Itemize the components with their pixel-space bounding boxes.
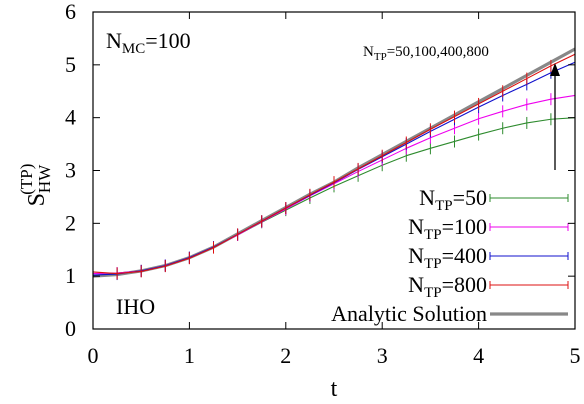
series-0 [92, 111, 576, 280]
legend-label: NTP=100 [408, 214, 487, 243]
series-3 [92, 48, 576, 280]
x-axis-label: t [331, 376, 338, 402]
chart-marks [92, 47, 576, 282]
y-label-base: S [24, 193, 50, 206]
legend-label: NTP=800 [408, 272, 487, 301]
y-axis-label: SHW(TP) [17, 164, 54, 207]
ntp-list-base: N [363, 44, 374, 60]
y-tick-label: 4 [65, 105, 76, 130]
y-tick-label: 0 [65, 316, 76, 341]
nmc-base: N [106, 28, 122, 53]
legend-label-analytic: Analytic Solution [331, 301, 487, 326]
ntp-list-rest: =50,100,400,800 [387, 44, 489, 60]
ntp-list-annotation: NTP=50,100,400,800 [363, 44, 489, 63]
y-tick-label: 5 [65, 52, 76, 77]
y-tick-label: 3 [65, 158, 76, 183]
y-tick-label: 6 [65, 0, 76, 24]
nmc-rest: =100 [145, 28, 190, 53]
x-tick-label: 5 [570, 343, 581, 368]
annotation-arrow [550, 63, 560, 170]
axes: 0 1 2 3 4 5 0 1 2 3 4 5 6 [65, 0, 581, 368]
x-tick-label: 1 [184, 343, 195, 368]
y-tick-label: 2 [65, 210, 76, 235]
x-tick-label: 2 [280, 343, 291, 368]
x-tick-label: 4 [473, 343, 484, 368]
y-label-sup: (TP) [17, 164, 36, 195]
x-tick-label: 0 [88, 343, 99, 368]
nmc-annotation: NMC=100 [106, 28, 191, 57]
legend-label: NTP=50 [419, 185, 487, 214]
series-line [92, 117, 576, 275]
y-label-sub: HW [35, 164, 54, 193]
ntp-list-sub: TP [374, 51, 387, 63]
legend-label: NTP=400 [408, 243, 487, 272]
x-tick-label: 3 [377, 343, 388, 368]
plot-frame [92, 11, 576, 330]
series-line-analytic [92, 47, 576, 278]
nmc-sub: MC [122, 41, 145, 57]
y-tick-label: 1 [65, 263, 76, 288]
model-annotation: IHO [116, 294, 155, 319]
